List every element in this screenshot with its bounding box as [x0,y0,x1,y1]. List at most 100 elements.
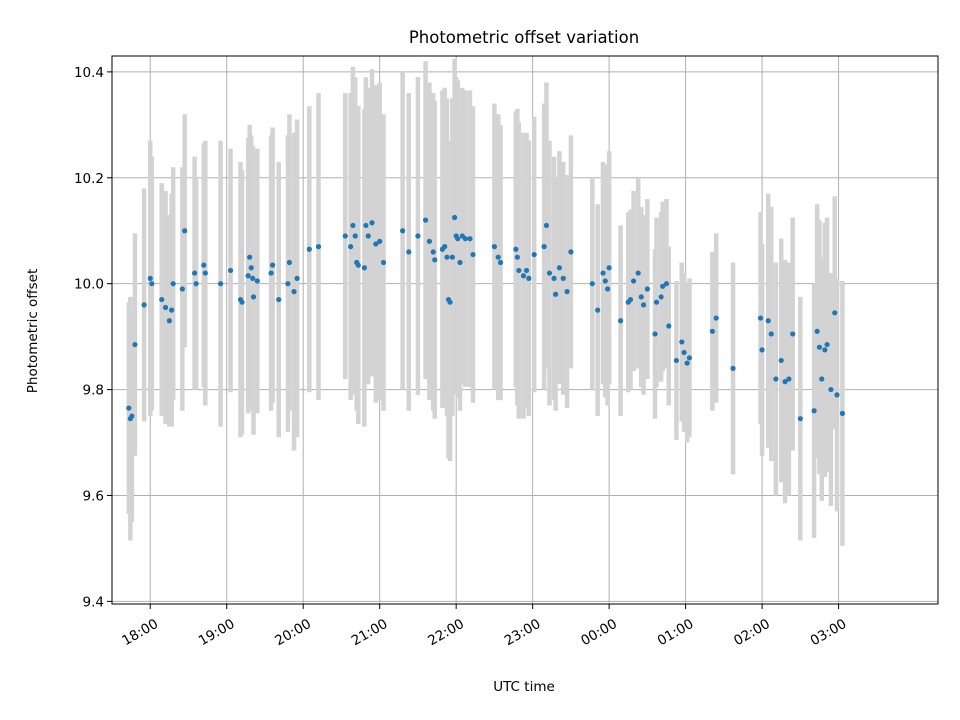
data-point [380,259,387,266]
data-point [556,265,563,271]
data-point [824,341,830,348]
data-point [568,249,574,255]
data-point [765,318,771,324]
data-point [315,244,322,250]
data-point [457,259,463,266]
data-point [201,262,207,268]
data-point [129,413,135,419]
data-point [132,341,138,348]
data-point [147,275,153,281]
data-point [291,289,297,295]
data-point [166,318,172,324]
data-point [239,299,245,305]
data-point [285,281,291,287]
data-point [730,365,736,371]
y-tick-label: 10.4 [74,65,104,81]
data-point [377,238,383,244]
data-point [432,257,438,263]
data-point [782,379,788,385]
data-point [797,416,803,422]
data-point [250,275,256,281]
data-point [834,392,840,398]
data-point [422,217,429,223]
data-point [426,238,432,244]
data-point [491,244,498,250]
data-point [192,270,198,276]
data-point [658,294,664,300]
y-tick-label: 9.4 [83,594,104,610]
axes-frame [111,55,939,605]
data-point [814,328,820,334]
data-point [227,267,234,274]
data-point [470,251,476,258]
x-axis-label: UTC time [493,679,555,695]
data-point [248,265,254,271]
data-point [552,291,559,297]
y-tick-label: 10.2 [74,171,104,187]
data-point [169,307,175,313]
data-point [442,244,448,250]
data-point [653,299,660,305]
data-point [276,296,282,303]
y-tick-label: 9.6 [83,488,104,504]
data-point [363,222,369,229]
data-point [270,262,276,268]
data-point [444,254,450,260]
data-point [365,233,371,239]
data-point [660,283,666,289]
data-point [618,318,624,324]
chart-title: Photometric offset variation [409,28,639,47]
y-tick-label: 10.0 [74,277,104,293]
data-point [193,281,199,287]
data-point [531,251,537,258]
data-point [162,304,169,311]
data-point [551,275,557,281]
data-point [355,262,361,268]
data-point [452,214,458,221]
data-point [467,236,473,242]
data-point [839,410,845,416]
data-point [635,270,641,276]
data-point [400,228,406,234]
data-point [369,220,375,226]
data-point [250,294,257,300]
data-point [631,278,637,284]
data-point [679,339,685,345]
data-point [681,349,687,356]
data-point [606,265,612,271]
data-point [822,347,828,353]
data-point [541,244,547,250]
data-point [520,273,527,279]
data-point [170,281,176,287]
data-point [182,228,188,234]
data-point [644,286,650,292]
data-point [600,270,606,276]
data-point [361,265,367,271]
data-point [546,270,553,276]
y-tick-label: 9.8 [83,383,104,399]
data-point [247,254,253,260]
data-point [543,222,550,229]
data-point [526,275,532,281]
data-point [179,286,185,292]
data-point [819,376,825,382]
data-point [126,405,132,411]
data-point [666,323,672,329]
data-point [602,278,608,284]
data-point [605,286,611,292]
data-point [589,281,595,287]
data-point [564,289,570,295]
data-point [640,302,647,308]
data-point [350,222,356,229]
data-point [595,307,601,313]
data-point [447,299,453,305]
data-point [790,331,796,337]
data-point [495,254,501,260]
data-point [759,347,765,353]
data-point [684,360,690,366]
data-point [638,294,644,300]
data-point [449,254,455,260]
data-point [352,233,358,239]
y-axis-label: Photometric offset [25,269,41,393]
data-point [149,281,155,287]
